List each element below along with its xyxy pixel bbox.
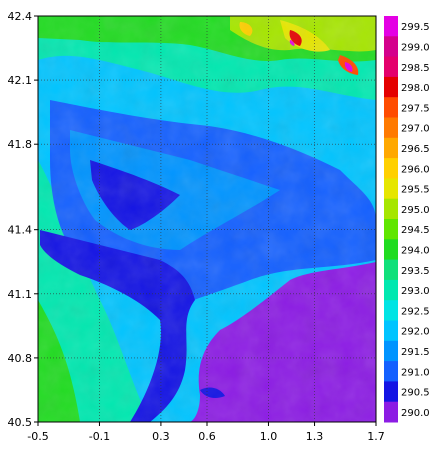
x-tick-label: -0.1: [89, 430, 110, 443]
colorbar-label: 292.0: [401, 327, 430, 338]
colorbar-label: 295.0: [401, 205, 430, 216]
colorbar-swatch: [384, 117, 398, 139]
x-tick-label: 0.3: [152, 430, 170, 443]
colorbar-label: 297.0: [401, 124, 430, 135]
colorbar-swatch: [384, 381, 398, 403]
colorbar-swatch: [384, 16, 398, 37]
colorbar-label: 290.0: [401, 408, 430, 419]
colorbar-swatch: [384, 97, 398, 118]
colorbar-label: 298.0: [401, 83, 430, 94]
colorbar-swatch: [384, 137, 398, 159]
colorbar-swatch: [384, 401, 398, 423]
colorbar-label: 290.5: [401, 388, 430, 399]
map-field: [38, 16, 376, 422]
colorbar-swatch: [384, 219, 398, 240]
y-tick-label: 41.8: [8, 138, 33, 151]
colorbar-swatch: [384, 320, 398, 342]
y-tick-label: 40.5: [8, 416, 33, 429]
colorbar-label: 293.5: [401, 266, 430, 277]
colorbar-label: 298.5: [401, 63, 430, 74]
colorbar-swatch: [384, 239, 398, 261]
colorbar-label: 294.0: [401, 245, 430, 256]
colorbar-label: 295.5: [401, 185, 430, 196]
y-tick-label: 41.1: [8, 288, 33, 301]
colorbar-label: 299.5: [401, 22, 430, 33]
colorbar-label: 293.0: [401, 286, 430, 297]
x-tick-label: 0.6: [198, 430, 216, 443]
colorbar-label: 296.5: [401, 144, 430, 155]
colorbar-label: 299.0: [401, 42, 430, 53]
colorbar-label: 292.5: [401, 306, 430, 317]
y-tick-label: 42.1: [8, 74, 33, 87]
y-tick-label: 42.4: [8, 10, 33, 23]
colorbar-label: 294.5: [401, 225, 430, 236]
y-tick-label: 41.4: [8, 224, 33, 237]
colorbar-swatch: [384, 198, 398, 220]
x-tick-label: 1.0: [260, 430, 278, 443]
x-axis-ticks: -0.5 -0.1 0.3 0.6 1.0 1.3 1.7: [27, 422, 385, 443]
y-tick-label: 40.8: [8, 352, 33, 365]
colorbar-swatch: [384, 56, 398, 78]
colorbar-swatch: [384, 259, 398, 281]
colorbar-swatch: [384, 158, 398, 179]
x-tick-label: -0.5: [27, 430, 48, 443]
colorbar-label: 296.0: [401, 164, 430, 175]
colorbar: 299.5 299.0 298.5 298.0 297.5 297.0 296.5 296.0…: [384, 16, 430, 423]
colorbar-label: 291.0: [401, 367, 430, 378]
colorbar-swatch: [384, 300, 398, 321]
colorbar-swatch: [384, 361, 398, 382]
colorbar-swatch: [384, 76, 398, 98]
x-tick-label: 1.7: [367, 430, 385, 443]
map-gridlines: [38, 16, 376, 422]
colorbar-label: 291.5: [401, 347, 430, 358]
y-axis-ticks: 42.4 42.1 41.8 41.4 41.1 40.8 40.5: [8, 10, 38, 429]
colorbar-swatch: [384, 279, 398, 301]
colorbar-swatch: [384, 340, 398, 362]
x-tick-label: 1.3: [306, 430, 324, 443]
colorbar-swatch: [384, 178, 398, 200]
colorbar-swatch: [384, 36, 398, 58]
colorbar-label: 297.5: [401, 103, 430, 114]
